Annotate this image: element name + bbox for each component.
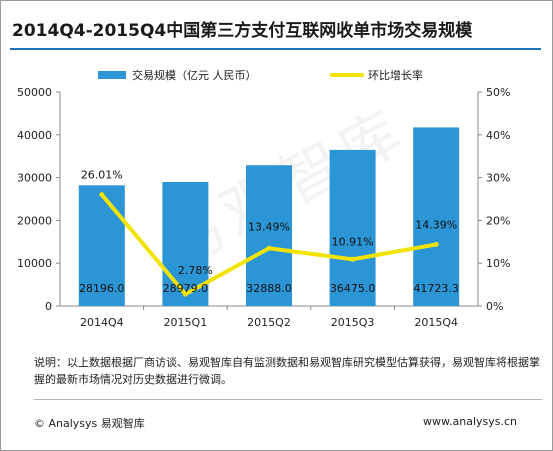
y-left-tick-label: 10000 <box>17 257 52 270</box>
bar <box>329 149 376 306</box>
y-left-tick-label: 0 <box>45 300 52 313</box>
y-right-tick-label: 40% <box>486 129 510 142</box>
y-right-tick-label: 30% <box>486 172 510 185</box>
growth-point <box>182 291 188 297</box>
growth-point <box>433 241 439 247</box>
y-left-tick-label: 20000 <box>17 214 52 227</box>
copyright: © Analysys 易观智库 <box>34 417 145 430</box>
bar <box>413 127 460 306</box>
footnote: 说明：以上数据根据厂商访谈、易观智库自有监测数据和易观智库研究模型估算获得，易观… <box>34 356 540 386</box>
y-right-tick-label: 0% <box>486 300 503 313</box>
line-value-label: 10.91% <box>332 235 374 248</box>
growth-point <box>350 256 356 262</box>
y-right-tick-label: 50% <box>486 86 510 99</box>
footer-divider <box>34 399 542 400</box>
bar-value-label: 28196.0 <box>79 282 125 295</box>
y-left-tick-label: 30000 <box>17 172 52 185</box>
growth-point <box>266 245 272 251</box>
bar <box>78 185 125 306</box>
legend-bar-label: 交易规模（亿元 人民币） <box>132 68 257 82</box>
line-value-label: 26.01% <box>81 169 123 182</box>
x-tick-label: 2014Q4 <box>80 316 124 329</box>
chart-title: 2014Q4-2015Q4中国第三方支付互联网收单市场交易规模 <box>12 21 473 41</box>
x-tick-label: 2015Q4 <box>414 316 458 329</box>
line-value-label: 2.78% <box>178 264 213 277</box>
bar <box>246 165 292 306</box>
website: www.analysys.cn <box>423 415 517 428</box>
bar-value-label: 28979.0 <box>163 282 209 295</box>
line-value-label: 14.39% <box>415 218 457 231</box>
title-divider <box>10 48 541 50</box>
y-right-tick-label: 10% <box>486 257 510 270</box>
y-left-tick-label: 40000 <box>17 129 52 142</box>
bar-value-label: 36475.0 <box>330 282 376 295</box>
legend-bar-swatch <box>98 71 126 79</box>
bar-value-label: 32888.0 <box>246 282 292 295</box>
growth-point <box>99 192 105 198</box>
y-right-tick-label: 20% <box>486 214 510 227</box>
x-tick-label: 2015Q1 <box>164 316 208 329</box>
line-value-label: 13.49% <box>248 220 290 233</box>
legend-line-label: 环比增长率 <box>368 68 423 82</box>
x-tick-label: 2015Q2 <box>247 316 291 329</box>
y-left-tick-label: 50000 <box>17 86 52 99</box>
x-tick-label: 2015Q3 <box>331 316 375 329</box>
bar-value-label: 41723.3 <box>413 282 459 295</box>
